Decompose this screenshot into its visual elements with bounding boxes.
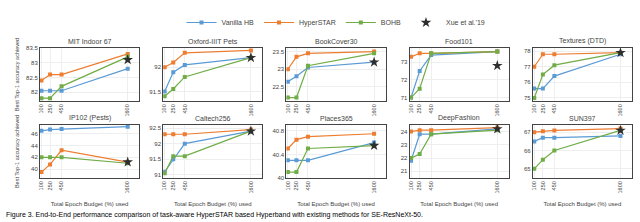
svg-text:1600: 1600 [371,104,377,116]
svg-text:450: 450 [305,104,311,113]
svg-text:92: 92 [154,64,161,70]
svg-text:IP102 (Pests): IP102 (Pests) [69,114,111,122]
svg-text:23: 23 [401,142,408,148]
svg-text:1600: 1600 [494,104,500,116]
svg-text:24: 24 [401,129,408,135]
svg-text:Caltech256: Caltech256 [195,115,231,122]
svg-text:450: 450 [58,181,64,190]
svg-text:250: 250 [416,181,422,190]
svg-text:1600: 1600 [124,181,130,193]
svg-text:1600: 1600 [617,181,623,193]
svg-text:250: 250 [540,104,546,113]
svg-text:66: 66 [524,148,531,154]
svg-text:450: 450 [182,181,188,190]
svg-text:1600: 1600 [371,181,377,193]
svg-text:67: 67 [524,129,531,135]
svg-text:91.5: 91.5 [149,156,161,162]
svg-text:100: 100 [531,104,537,113]
svg-text:250: 250 [293,104,299,113]
svg-text:Total Epoch Budget (%) used: Total Epoch Budget (%) used [297,201,375,207]
svg-text:91.5: 91.5 [149,89,161,95]
svg-text:MIT Indoor 67: MIT Indoor 67 [68,38,112,45]
svg-text:40.8: 40.8 [273,128,285,134]
svg-text:71: 71 [401,95,408,101]
svg-text:100: 100 [38,104,44,113]
svg-text:450: 450 [551,181,557,190]
svg-text:BOHB: BOHB [381,19,401,26]
svg-text:450: 450 [551,104,557,113]
svg-text:78: 78 [524,48,531,54]
svg-text:100: 100 [285,181,291,190]
svg-text:44: 44 [31,143,38,149]
svg-text:1600: 1600 [248,104,254,116]
svg-text:100: 100 [531,181,537,190]
svg-text:22.5: 22.5 [273,84,285,90]
svg-text:Oxford-IIIT Pets: Oxford-IIIT Pets [188,38,238,45]
svg-text:100: 100 [161,181,167,190]
svg-text:82.5: 82.5 [26,75,38,81]
svg-text:21: 21 [401,168,408,174]
svg-text:Xue et al.'19: Xue et al.'19 [446,19,485,26]
svg-text:82: 82 [31,89,38,95]
svg-text:Places365: Places365 [320,115,353,122]
svg-text:250: 250 [293,181,299,190]
svg-text:83: 83 [31,60,38,66]
svg-text:73: 73 [401,59,408,65]
svg-text:250: 250 [47,181,53,190]
svg-text:250: 250 [47,104,53,113]
svg-text:92.5: 92.5 [149,125,161,131]
svg-text:Food101: Food101 [445,38,473,45]
svg-text:450: 450 [428,104,434,113]
svg-text:DeepFashion: DeepFashion [438,114,480,122]
svg-text:Vanilla HB: Vanilla HB [222,19,254,26]
svg-text:22: 22 [401,155,408,161]
svg-text:1600: 1600 [124,104,130,116]
svg-text:92: 92 [154,141,161,147]
svg-text:450: 450 [58,104,64,113]
svg-text:91: 91 [154,172,161,178]
svg-text:42: 42 [31,154,38,160]
svg-text:Total Epoch Budget (%) used: Total Epoch Budget (%) used [174,201,252,207]
svg-text:BookCover30: BookCover30 [315,38,358,45]
svg-text:40.4: 40.4 [273,152,285,158]
svg-text:Total Epoch Budget (%) used: Total Epoch Budget (%) used [544,201,622,207]
svg-text:Textures (DTD): Textures (DTD) [559,37,606,45]
svg-text:65: 65 [524,166,531,172]
svg-text:450: 450 [182,104,188,113]
svg-text:Total Epoch Budget (%) used: Total Epoch Budget (%) used [420,201,498,207]
svg-text:450: 450 [428,181,434,190]
svg-text:Total Epoch Budget (%) used: Total Epoch Budget (%) used [51,201,129,207]
svg-text:1600: 1600 [617,104,623,116]
svg-text:HyperSTAR: HyperSTAR [299,19,336,27]
svg-text:40: 40 [31,166,38,172]
svg-text:Best Top-1 accuracy achieved: Best Top-1 accuracy achieved [14,38,20,111]
svg-text:1600: 1600 [248,181,254,193]
svg-text:250: 250 [170,104,176,113]
svg-text:Figure 3. End-to-End performan: Figure 3. End-to-End performance compari… [6,211,423,219]
svg-text:23: 23 [278,66,285,72]
svg-text:83.5: 83.5 [26,45,38,51]
svg-text:SUN397: SUN397 [569,115,596,122]
svg-text:46: 46 [31,131,38,137]
svg-text:250: 250 [170,181,176,190]
svg-text:76: 76 [524,79,531,85]
svg-text:250: 250 [540,181,546,190]
svg-text:23.5: 23.5 [273,49,285,55]
svg-text:40: 40 [278,175,285,181]
svg-text:450: 450 [305,181,311,190]
svg-text:100: 100 [408,181,414,190]
svg-text:100: 100 [38,181,44,190]
svg-text:Best Top-1 accuracy achieved: Best Top-1 accuracy achieved [14,115,20,188]
svg-text:75: 75 [524,95,531,101]
svg-text:250: 250 [416,104,422,113]
svg-text:100: 100 [408,104,414,113]
svg-text:100: 100 [285,104,291,113]
svg-text:72: 72 [401,77,408,83]
svg-text:77: 77 [524,64,531,70]
svg-text:1600: 1600 [494,181,500,193]
svg-text:100: 100 [161,104,167,113]
